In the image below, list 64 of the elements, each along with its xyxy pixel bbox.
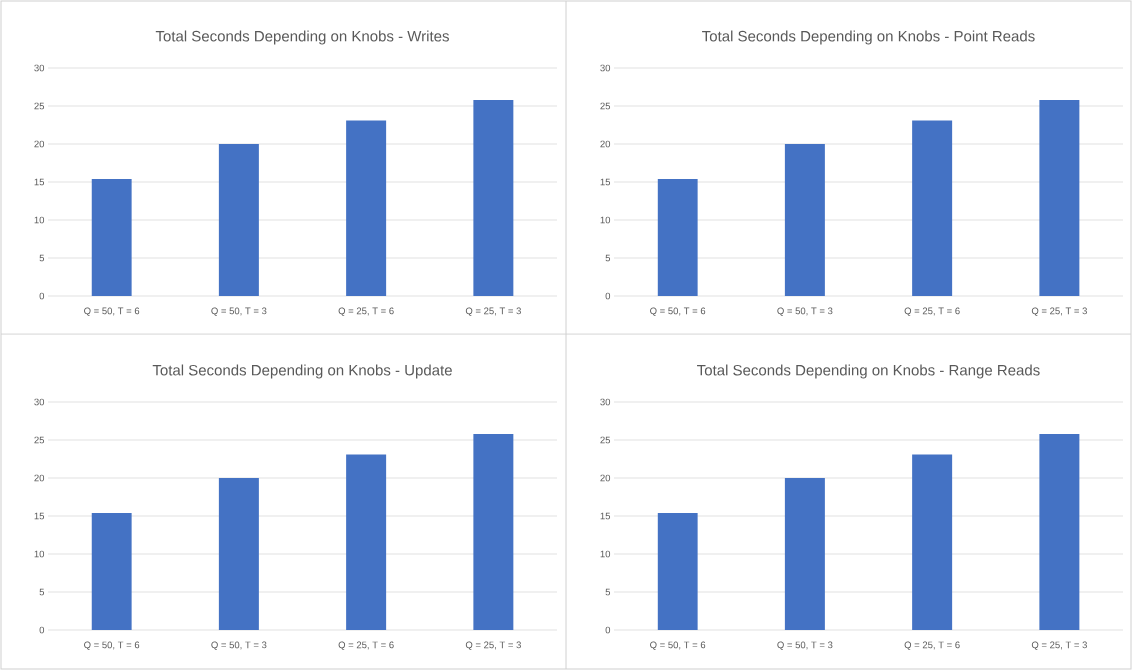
x-tick-label: Q = 50, T = 6: [84, 641, 140, 650]
y-tick-label: 30: [34, 64, 45, 72]
y-tick-label: 10: [600, 550, 611, 558]
x-tick-label: Q = 25, T = 3: [465, 307, 521, 316]
bar: [657, 178, 698, 296]
x-tick-label: Q = 50, T = 3: [211, 307, 267, 316]
x-tick-label: Q = 25, T = 3: [465, 641, 521, 650]
y-tick-label: 0: [39, 292, 45, 300]
y-tick-label: 0: [605, 292, 611, 300]
bar: [91, 178, 132, 296]
chart-title: Total Seconds Depending on Knobs - Range Reads: [697, 364, 1040, 379]
bar: [912, 454, 953, 630]
y-tick-label: 15: [34, 512, 45, 520]
x-tick-label: Q = 25, T = 6: [338, 307, 394, 316]
y-tick-label: 15: [34, 178, 45, 186]
x-tick-label: Q = 25, T = 3: [1031, 307, 1087, 316]
bar: [218, 478, 259, 630]
x-tick-label: Q = 50, T = 3: [211, 641, 267, 650]
bar: [218, 144, 259, 296]
y-tick-label: 10: [34, 216, 45, 224]
x-tick-label: Q = 50, T = 3: [777, 641, 833, 650]
bar: [91, 512, 132, 630]
bar: [912, 120, 953, 296]
chart-title: Total Seconds Depending on Knobs - Point Reads: [702, 30, 1035, 45]
x-tick-label: Q = 25, T = 3: [1031, 641, 1087, 650]
y-tick-label: 25: [34, 436, 45, 444]
x-tick-label: Q = 50, T = 6: [84, 307, 140, 316]
y-tick-label: 15: [600, 512, 611, 520]
y-tick-label: 30: [600, 64, 611, 72]
y-tick-label: 0: [605, 626, 611, 634]
bar: [473, 99, 514, 296]
x-tick-label: Q = 25, T = 6: [338, 641, 394, 650]
y-tick-label: 20: [34, 140, 45, 148]
y-tick-label: 0: [39, 626, 45, 634]
y-tick-label: 5: [605, 588, 611, 596]
y-tick-label: 25: [34, 102, 45, 110]
bar: [784, 144, 825, 296]
x-tick-label: Q = 25, T = 6: [904, 307, 960, 316]
bar: [1039, 99, 1080, 296]
bar: [657, 512, 698, 630]
x-tick-label: Q = 25, T = 6: [904, 641, 960, 650]
y-tick-label: 25: [600, 102, 611, 110]
bar: [346, 120, 387, 296]
y-tick-label: 20: [600, 474, 611, 482]
bar: [784, 478, 825, 630]
y-tick-label: 15: [600, 178, 611, 186]
y-tick-label: 20: [34, 474, 45, 482]
x-tick-label: Q = 50, T = 6: [650, 641, 706, 650]
y-tick-label: 25: [600, 436, 611, 444]
x-tick-label: Q = 50, T = 6: [650, 307, 706, 316]
bar: [1039, 433, 1080, 630]
bar: [346, 454, 387, 630]
x-tick-label: Q = 50, T = 3: [777, 307, 833, 316]
y-tick-label: 5: [605, 254, 611, 262]
chart-title: Total Seconds Depending on Knobs - Writes: [155, 30, 449, 45]
y-tick-label: 20: [600, 140, 611, 148]
y-tick-label: 30: [34, 398, 45, 406]
y-tick-label: 5: [39, 588, 45, 596]
y-tick-label: 10: [600, 216, 611, 224]
chart-title: Total Seconds Depending on Knobs - Update: [152, 364, 452, 379]
bar: [473, 433, 514, 630]
y-tick-label: 10: [34, 550, 45, 558]
y-tick-label: 30: [600, 398, 611, 406]
y-tick-label: 5: [39, 254, 45, 262]
